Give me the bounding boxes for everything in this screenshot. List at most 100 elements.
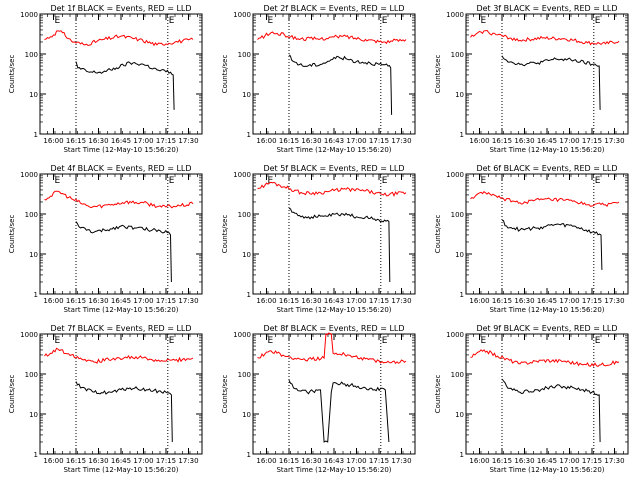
chart-panel-8: Det 8f BLACK = Events, RED = LLD 1 10 100 10… (221, 324, 416, 474)
y-tick-label: 1000 (233, 171, 251, 179)
event-rate-series (501, 378, 601, 443)
event-marker-label: E (268, 16, 274, 26)
x-tick-label: 16:15 (492, 297, 512, 305)
y-tick-label: 1 (247, 131, 251, 139)
x-tick-label: 17:30 (178, 297, 198, 305)
y-tick-label: 100 (25, 51, 38, 59)
x-tick-label: 16:43 (324, 457, 344, 465)
y-tick-label: 10 (29, 91, 38, 99)
chart-title: Det 2f BLACK = Events, RED = LLD (263, 4, 404, 13)
lld-rate-series (470, 29, 620, 46)
y-tick-label: 1000 (446, 11, 464, 19)
x-tick-label: 17:30 (604, 137, 624, 145)
x-tick-label: 16:43 (324, 297, 344, 305)
x-tick-label: 16:30 (301, 457, 321, 465)
y-tick-label: 1 (34, 131, 38, 139)
lld-rate-series (470, 191, 620, 208)
lld-rate-series (470, 349, 620, 367)
y-axis-label: Counts/sec (434, 215, 442, 254)
y-tick-label: 1000 (446, 331, 464, 339)
y-tick-label: 1 (460, 131, 464, 139)
x-tick-label: 17:30 (178, 137, 198, 145)
x-tick-label: 17:30 (391, 457, 411, 465)
y-axis-label: Counts/sec (221, 215, 229, 254)
chart-title: Det 5f BLACK = Events, RED = LLD (263, 164, 404, 173)
x-tick-label: 17:00 (346, 457, 366, 465)
x-tick-label: 16:30 (514, 297, 534, 305)
x-tick-label: 17:00 (559, 457, 579, 465)
x-tick-label: 17:30 (604, 457, 624, 465)
y-tick-label: 1000 (20, 171, 38, 179)
event-marker-label: E (55, 16, 61, 26)
lld-rate-series (257, 31, 407, 45)
x-axis-label: Start Time (12-May-10 15:56:20) (63, 146, 178, 154)
x-tick-label: 16:43 (324, 137, 344, 145)
chart-panel-4: Det 4f BLACK = Events, RED = LLD 1 10 100 10… (8, 164, 203, 314)
x-tick-label: 16:00 (256, 137, 276, 145)
event-marker-label: E (169, 16, 175, 26)
x-tick-label: 16:00 (469, 297, 489, 305)
y-tick-label: 100 (451, 211, 464, 219)
event-rate-series (501, 219, 603, 270)
x-tick-label: 17:15 (156, 297, 176, 305)
y-axis-label: Counts/sec (8, 55, 16, 94)
y-axis-label: Counts/sec (221, 55, 229, 94)
event-marker-label: E (55, 336, 61, 346)
x-tick-label: 16:30 (514, 137, 534, 145)
event-rate-series (288, 54, 393, 115)
x-tick-label: 17:00 (133, 297, 153, 305)
lld-rate-series (257, 332, 407, 365)
x-tick-label: 16:30 (301, 297, 321, 305)
chart-title: Det 7f BLACK = Events, RED = LLD (50, 324, 191, 333)
x-tick-label: 16:15 (492, 137, 512, 145)
x-tick-label: 17:15 (369, 457, 389, 465)
y-tick-label: 100 (25, 211, 38, 219)
y-tick-label: 1000 (20, 331, 38, 339)
event-marker-label: E (382, 176, 388, 186)
event-marker-label: E (382, 336, 388, 346)
x-tick-label: 16:15 (279, 297, 299, 305)
y-tick-label: 1000 (20, 11, 38, 19)
event-marker-label: E (268, 336, 274, 346)
event-rate-series (75, 221, 172, 283)
event-marker-label: E (169, 176, 175, 186)
event-marker-label: E (268, 176, 274, 186)
y-axis-label: Counts/sec (8, 215, 16, 254)
x-axis-label: Start Time (12-May-10 15:56:20) (63, 466, 178, 474)
y-axis-label: Counts/sec (434, 55, 442, 94)
x-tick-label: 17:30 (178, 457, 198, 465)
y-tick-label: 10 (29, 251, 38, 259)
x-tick-label: 17:15 (156, 137, 176, 145)
chart-panel-2: Det 2f BLACK = Events, RED = LLD 1 10 100 10… (221, 4, 416, 154)
y-tick-label: 1 (460, 451, 464, 459)
x-axis-label: Start Time (12-May-10 15:56:20) (276, 466, 391, 474)
y-tick-label: 1000 (233, 331, 251, 339)
event-marker-label: E (481, 176, 487, 186)
x-tick-label: 17:00 (346, 137, 366, 145)
y-tick-label: 1000 (446, 171, 464, 179)
x-tick-label: 17:00 (133, 137, 153, 145)
x-tick-label: 17:30 (391, 137, 411, 145)
x-tick-label: 16:45 (111, 297, 131, 305)
y-tick-label: 100 (451, 51, 464, 59)
lld-rate-series (44, 30, 194, 47)
x-tick-label: 16:00 (469, 457, 489, 465)
chart-panel-3: Det 3f BLACK = Events, RED = LLD 1 10 100 10… (434, 4, 629, 154)
event-marker-label: E (55, 176, 61, 186)
y-tick-label: 10 (29, 411, 38, 419)
chart-panel-6: Det 6f BLACK = Events, RED = LLD 1 10 100 10… (434, 164, 629, 314)
x-tick-label: 16:00 (469, 137, 489, 145)
y-tick-label: 100 (238, 51, 251, 59)
chart-panel-1: Det 1f BLACK = Events, RED = LLD 1 10 100 10… (8, 4, 203, 154)
y-tick-label: 10 (242, 251, 251, 259)
x-tick-label: 17:15 (369, 297, 389, 305)
x-tick-label: 17:00 (559, 137, 579, 145)
x-tick-label: 16:45 (111, 137, 131, 145)
x-tick-label: 16:15 (66, 457, 86, 465)
x-tick-label: 17:15 (582, 137, 602, 145)
event-marker-label: E (595, 176, 601, 186)
event-marker-label: E (481, 16, 487, 26)
event-rate-series (288, 379, 390, 443)
y-tick-label: 1 (247, 451, 251, 459)
